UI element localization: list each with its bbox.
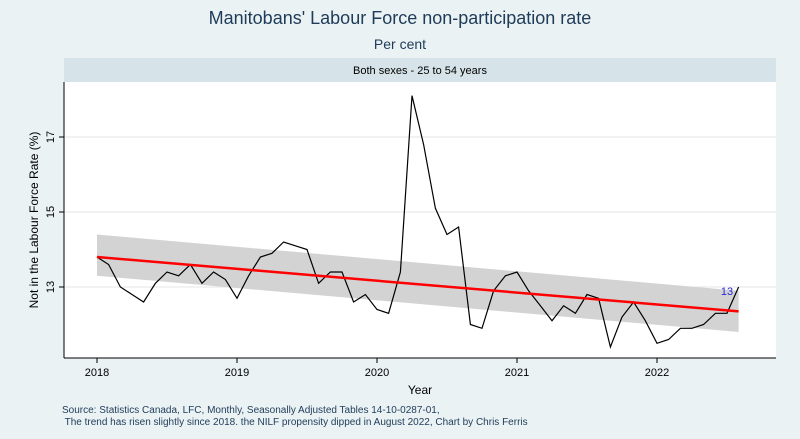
- trend-line: [96, 255, 739, 313]
- y-tick-label-13: 13: [45, 281, 57, 293]
- source-note: Source: Statistics Canada, LFC, Monthly,…: [62, 405, 782, 429]
- chart-subtitle: Per cent: [373, 36, 427, 52]
- x-tick-label-2020: 2020: [365, 367, 389, 379]
- panel-label: Both sexes - 25 to 54 years: [353, 65, 487, 77]
- y-tick-label-15: 15: [45, 206, 57, 218]
- x-axis-ticks: 2018 2019 2020 2021 2022: [85, 358, 669, 379]
- source-line-2: The trend has risen slightly since 2018.…: [62, 417, 528, 428]
- annotation-label: 13: [721, 286, 733, 298]
- panel-header: [64, 58, 776, 82]
- y-axis-title: Not in the Labour Force Rate (%): [27, 132, 41, 309]
- x-tick-label-2021: 2021: [505, 367, 529, 379]
- chart-title: Manitobans' Labour Force non-participati…: [208, 8, 592, 28]
- x-axis-title: Year: [408, 383, 432, 397]
- source-line-1: Source: Statistics Canada, LFC, Monthly,…: [62, 405, 440, 416]
- series-line: [96, 95, 740, 350]
- x-tick-label-2022: 2022: [645, 367, 669, 379]
- y-axis-ticks: 13 15 17: [45, 131, 64, 293]
- x-tick-label-2019: 2019: [225, 367, 249, 379]
- y-tick-label-17: 17: [45, 131, 57, 143]
- x-tick-label-2018: 2018: [85, 367, 109, 379]
